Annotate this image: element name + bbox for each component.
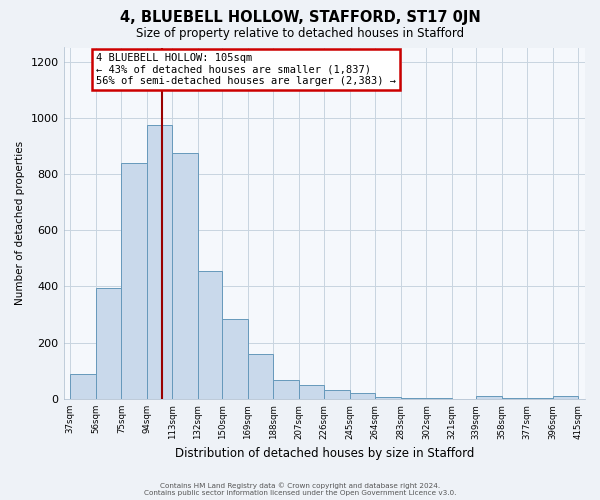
Text: Size of property relative to detached houses in Stafford: Size of property relative to detached ho… <box>136 28 464 40</box>
Bar <box>70 374 96 399</box>
X-axis label: Distribution of detached houses by size in Stafford: Distribution of detached houses by size … <box>175 447 474 460</box>
Bar <box>427 398 452 399</box>
Bar <box>96 288 121 399</box>
Bar <box>222 319 248 399</box>
Y-axis label: Number of detached properties: Number of detached properties <box>15 141 25 306</box>
Bar <box>376 396 401 399</box>
Bar <box>172 153 198 399</box>
Bar <box>553 396 578 399</box>
Bar <box>350 394 376 399</box>
Bar <box>299 386 324 399</box>
Bar <box>476 396 502 399</box>
Bar <box>147 125 172 399</box>
Bar <box>502 398 527 399</box>
Bar <box>248 354 273 399</box>
Text: 4, BLUEBELL HOLLOW, STAFFORD, ST17 0JN: 4, BLUEBELL HOLLOW, STAFFORD, ST17 0JN <box>119 10 481 25</box>
Bar <box>198 271 222 399</box>
Bar <box>273 380 299 399</box>
Bar <box>121 163 147 399</box>
Text: Contains HM Land Registry data © Crown copyright and database right 2024.: Contains HM Land Registry data © Crown c… <box>160 482 440 489</box>
Bar <box>527 398 553 399</box>
Text: Contains public sector information licensed under the Open Government Licence v3: Contains public sector information licen… <box>144 490 456 496</box>
Text: 4 BLUEBELL HOLLOW: 105sqm
← 43% of detached houses are smaller (1,837)
56% of se: 4 BLUEBELL HOLLOW: 105sqm ← 43% of detac… <box>96 53 396 86</box>
Bar <box>324 390 350 399</box>
Bar <box>401 398 427 399</box>
